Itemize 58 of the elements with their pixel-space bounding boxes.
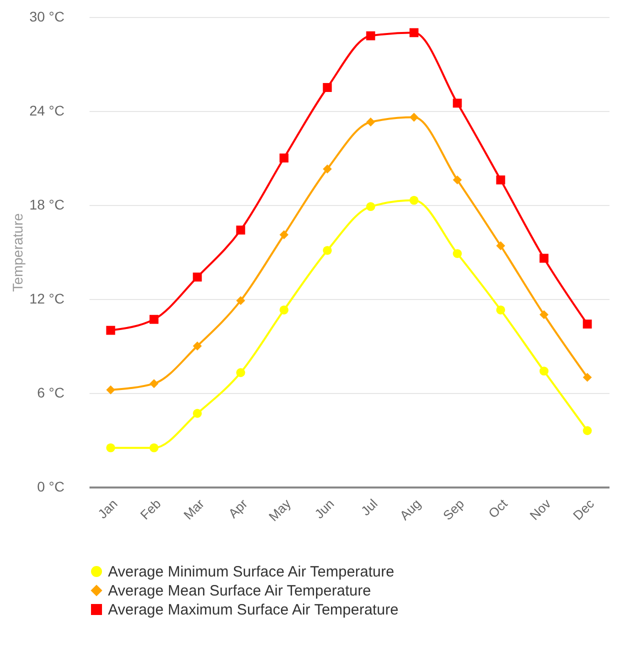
x-tick-label: Aug xyxy=(396,496,424,524)
point xyxy=(150,314,158,324)
point xyxy=(452,175,462,184)
point xyxy=(192,342,202,350)
x-tick-label: Jan xyxy=(94,496,120,522)
point xyxy=(236,296,246,306)
point xyxy=(150,379,158,388)
x-tick-label: Nov xyxy=(526,496,554,524)
point xyxy=(322,246,332,255)
legend-label: Average Mean Surface Air Temperature xyxy=(108,582,371,600)
point xyxy=(280,230,288,240)
y-axis-title: Temperature xyxy=(9,212,26,292)
point xyxy=(496,241,506,250)
y-tick-label: 18 °C xyxy=(29,196,64,212)
x-tick-label: Mar xyxy=(180,496,208,523)
x-tick-label: May xyxy=(266,496,294,524)
point xyxy=(582,372,592,382)
point xyxy=(410,112,418,122)
y-tick-label: 6 °C xyxy=(37,384,64,400)
point xyxy=(106,385,116,394)
x-tick-label: Feb xyxy=(137,496,164,523)
point xyxy=(540,366,548,376)
point xyxy=(280,306,288,314)
point xyxy=(410,196,418,205)
point xyxy=(192,272,202,282)
point xyxy=(236,368,246,378)
point xyxy=(106,326,116,335)
legend-label: Average Minimum Surface Air Temperature xyxy=(108,564,394,580)
point xyxy=(452,98,462,108)
point xyxy=(582,320,592,329)
x-tick-label: Jun xyxy=(312,496,338,522)
x-tick-label: Dec xyxy=(570,496,598,524)
point xyxy=(150,443,158,452)
point xyxy=(410,28,418,38)
point xyxy=(280,154,288,162)
y-tick-label: 0 °C xyxy=(37,478,64,494)
point xyxy=(366,117,376,126)
point xyxy=(496,175,506,184)
x-tick-label: Sep xyxy=(440,496,468,524)
point xyxy=(192,408,202,418)
y-tick-label: 24 °C xyxy=(29,102,64,118)
point xyxy=(582,426,592,436)
point xyxy=(236,226,246,235)
y-tick-label: 30 °C xyxy=(29,8,64,24)
point xyxy=(366,31,376,40)
legend-label: Average Maximum Surface Air Temperature xyxy=(108,602,398,618)
point xyxy=(106,443,116,452)
point xyxy=(366,202,376,212)
point xyxy=(540,254,548,263)
point xyxy=(322,83,332,92)
x-tick-label: Oct xyxy=(485,496,511,521)
point xyxy=(452,249,462,258)
y-tick-label: 12 °C xyxy=(29,290,64,306)
point xyxy=(496,306,506,314)
x-tick-label: Apr xyxy=(225,496,251,521)
x-tick-label: Jul xyxy=(358,496,380,518)
point xyxy=(540,310,548,320)
point xyxy=(322,164,332,174)
